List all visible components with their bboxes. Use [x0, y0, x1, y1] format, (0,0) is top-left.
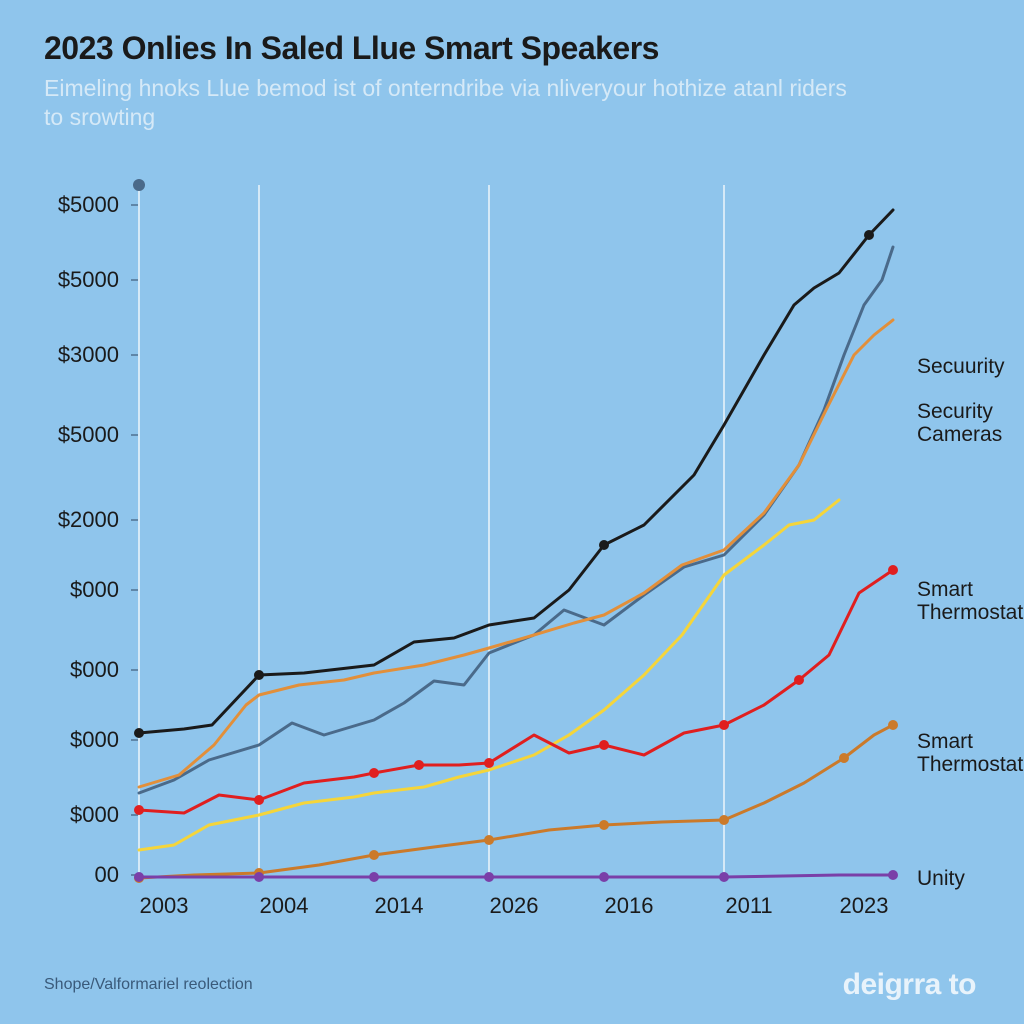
- y-axis-label: $5000: [39, 267, 119, 293]
- series-marker-Unity: [254, 872, 264, 882]
- chart-subtitle: Eimeling hnoks Llue bemod ist of onternd…: [44, 74, 864, 132]
- series-line-Unity: [139, 875, 893, 877]
- series-marker-SmartThermostat2: [839, 753, 849, 763]
- series-label-SmartThermostat2: Smart Thermostat: [917, 730, 1023, 776]
- y-axis-label: $000: [39, 727, 119, 753]
- series-marker-SmartThermostat1: [794, 675, 804, 685]
- series-marker-SmartThermostat1: [888, 565, 898, 575]
- series-marker-Unity: [134, 872, 144, 882]
- series-line-SmartThermostat1: [139, 570, 893, 813]
- series-marker-SmartThermostat1: [484, 758, 494, 768]
- x-axis-label: 2016: [605, 893, 654, 919]
- y-axis-label: $2000: [39, 507, 119, 533]
- series-marker-SmartThermostat2: [484, 835, 494, 845]
- x-axis-label: 2004: [260, 893, 309, 919]
- series-line-Secuurity: [139, 210, 893, 733]
- y-axis-label: 00: [39, 862, 119, 888]
- x-axis-label: 2011: [725, 893, 772, 919]
- series-marker-SmartThermostat1: [719, 720, 729, 730]
- x-axis-label: 2014: [375, 893, 424, 919]
- series-marker-SmartThermostat1: [599, 740, 609, 750]
- y-axis-label: $000: [39, 802, 119, 828]
- series-marker-Unity: [888, 870, 898, 880]
- series-marker-SmartThermostat2: [599, 820, 609, 830]
- series-marker-Secuurity: [864, 230, 874, 240]
- brand-logo: deigrra to: [843, 968, 976, 1002]
- series-marker-SmartThermostat2: [369, 850, 379, 860]
- series-marker-Unity: [599, 872, 609, 882]
- series-label-Secuurity: Secuurity: [917, 355, 1005, 378]
- series-marker-SmartThermostat1: [369, 768, 379, 778]
- source-note: Shope/Valformariel reolection: [44, 976, 253, 994]
- series-marker-SmartThermostat2: [888, 720, 898, 730]
- series-marker-SmartThermostat1: [414, 760, 424, 770]
- chart-title: 2023 Onlies In Saled Llue Smart Speakers: [44, 30, 659, 67]
- y-axis-label: $3000: [39, 342, 119, 368]
- series-marker-Unity: [484, 872, 494, 882]
- series-line-SecurityCameras2: [139, 320, 893, 787]
- chart-svg: [44, 175, 864, 915]
- series-marker-Secuurity: [599, 540, 609, 550]
- x-axis-label: 2003: [140, 893, 189, 919]
- series-marker-SmartThermostat2: [719, 815, 729, 825]
- series-marker-Secuurity: [254, 670, 264, 680]
- series-marker-Secuurity: [134, 728, 144, 738]
- series-marker-SmartThermostat1: [134, 805, 144, 815]
- y-axis-label: $000: [39, 657, 119, 683]
- series-marker-Unity: [719, 872, 729, 882]
- chart-area: $5000$5000$3000$5000$2000$000$000$000$00…: [44, 175, 864, 915]
- series-marker-Unity: [369, 872, 379, 882]
- x-axis-label: 2026: [490, 893, 539, 919]
- series-label-SecurityCameras: Security Cameras: [917, 400, 1002, 446]
- x-axis-label: 2023: [840, 893, 889, 919]
- series-label-Unity: Unity: [917, 867, 965, 890]
- series-marker-SmartThermostat1: [254, 795, 264, 805]
- y-axis-label: $000: [39, 577, 119, 603]
- y-axis-label: $5000: [39, 192, 119, 218]
- series-label-SmartThermostat1: Smart Thermostat: [917, 578, 1023, 624]
- y-axis-label: $5000: [39, 422, 119, 448]
